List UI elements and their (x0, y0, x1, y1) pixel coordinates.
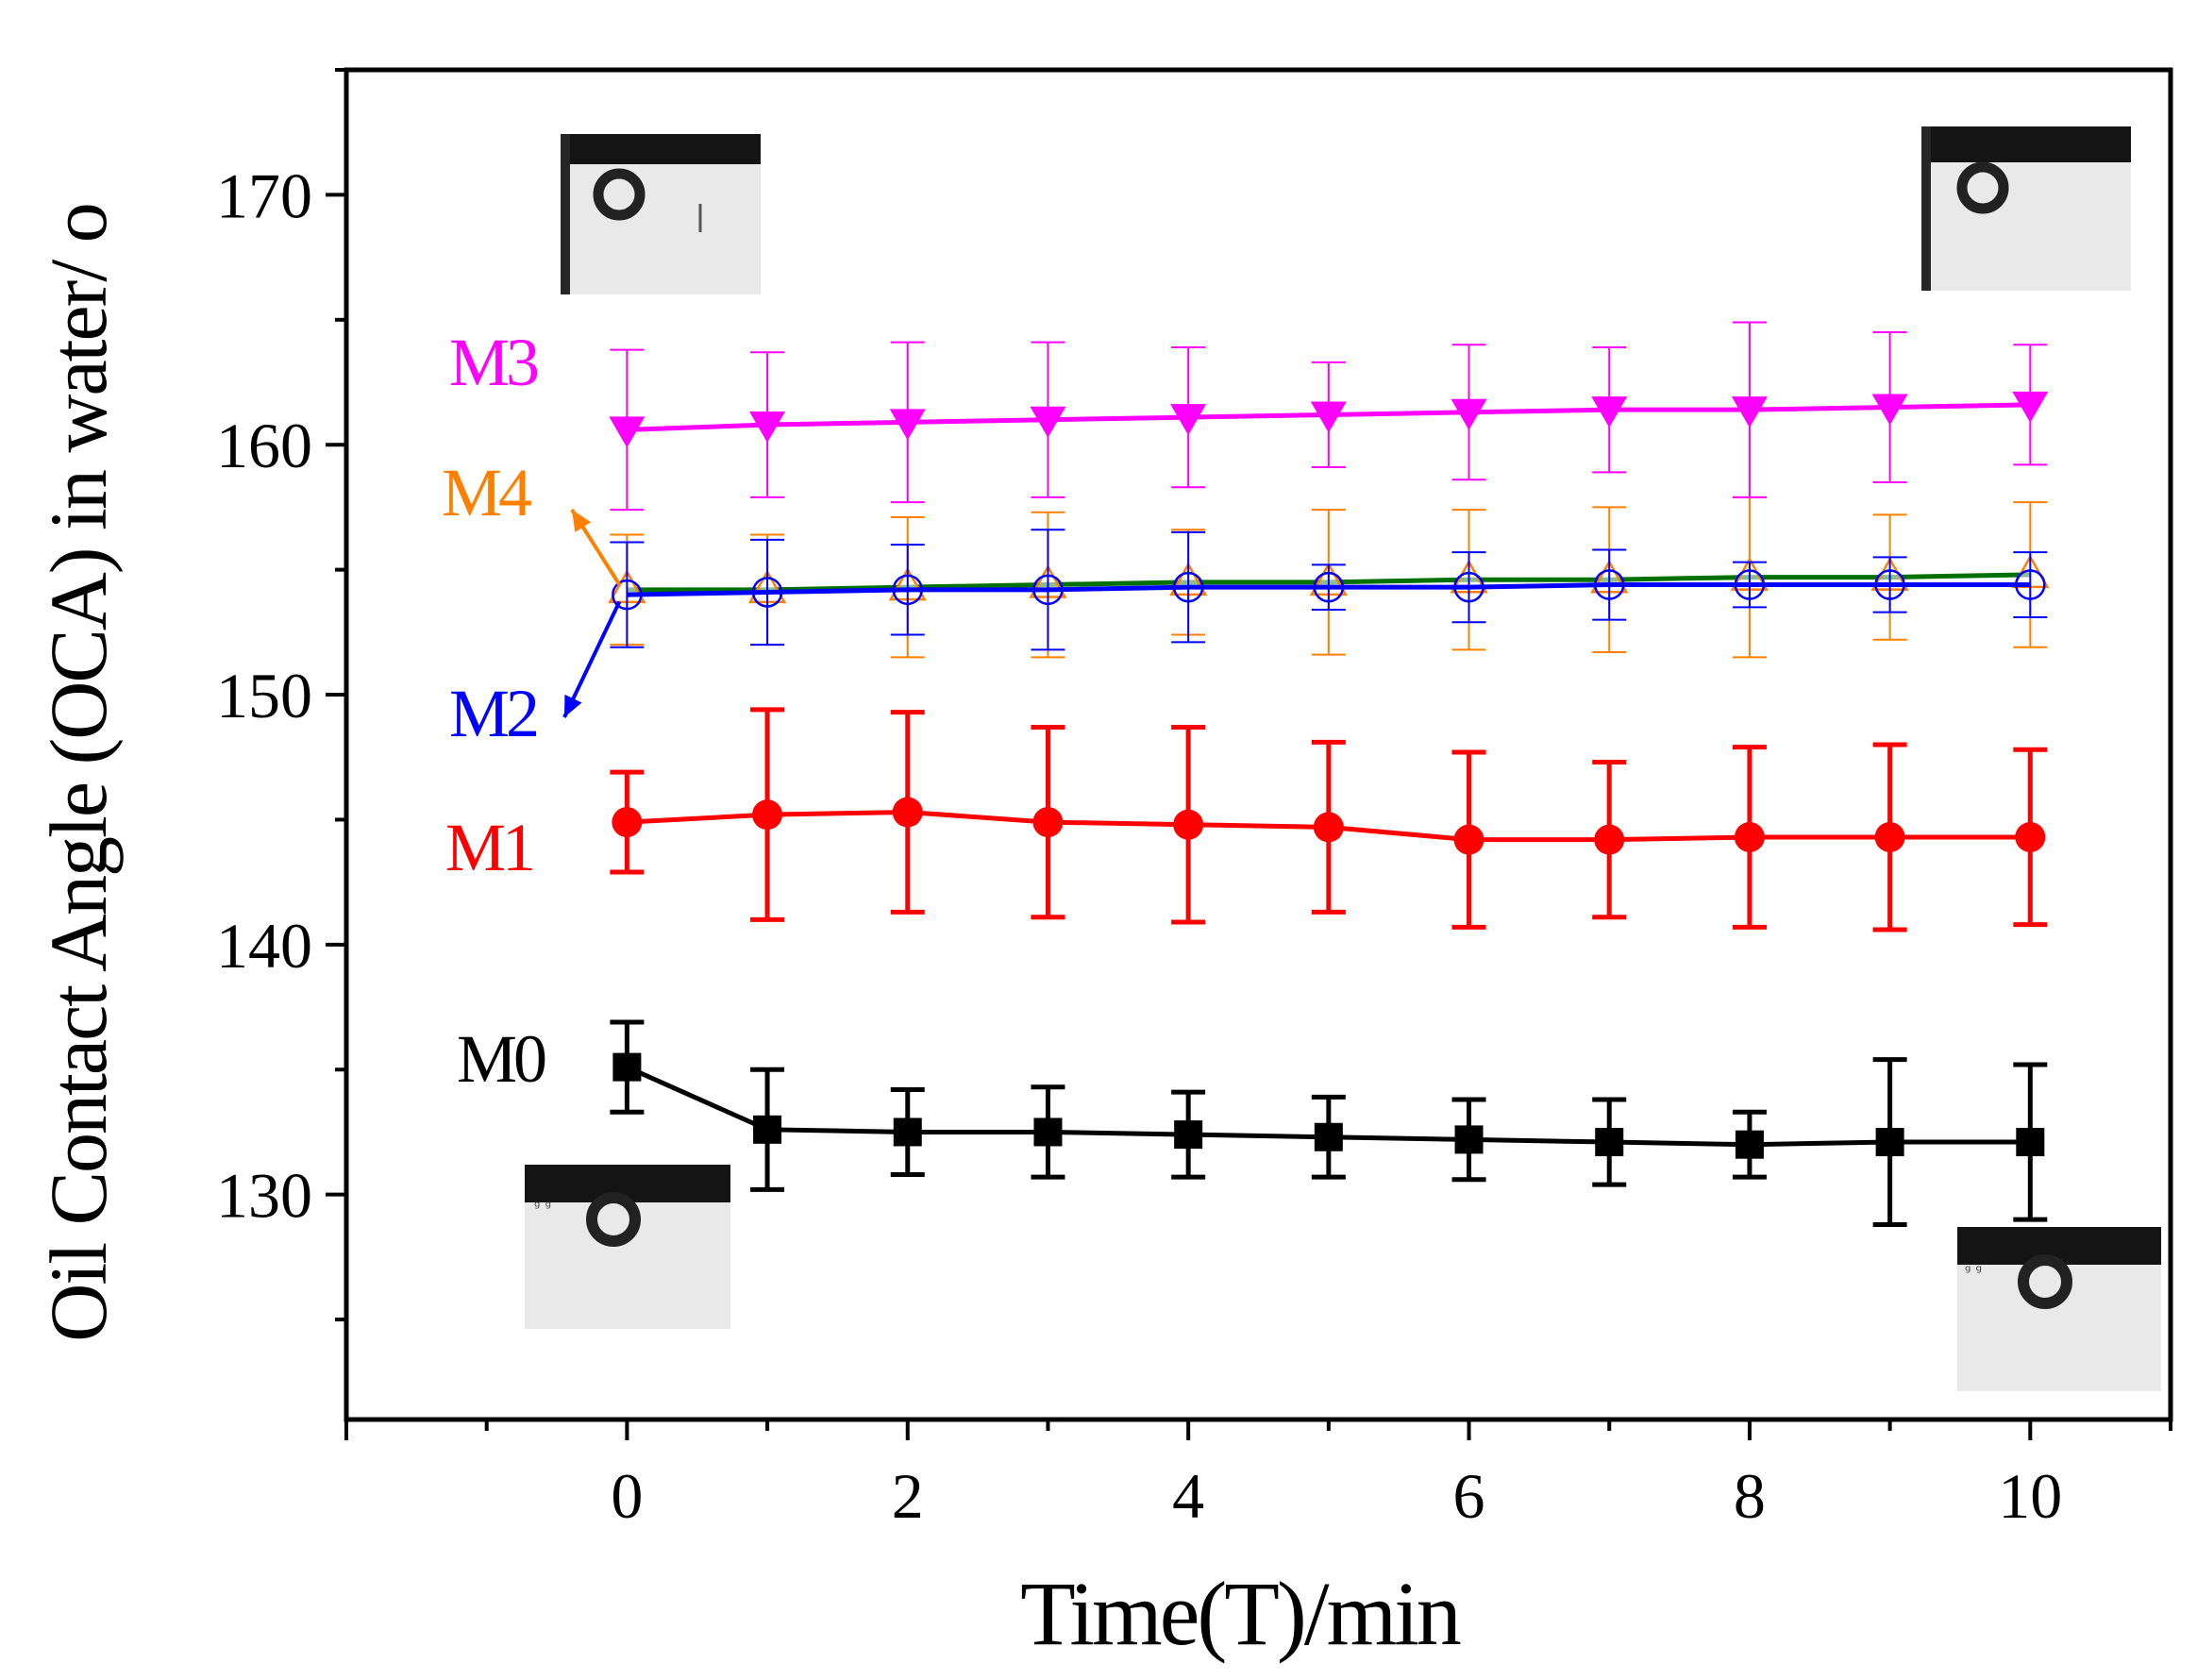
plot-frame (344, 67, 2173, 1422)
data-point (1451, 398, 1487, 430)
data-point (2012, 391, 2049, 423)
x-tick-label: 2 (892, 1460, 924, 1532)
axes: 0 2 4 6 8 10 130 140 150 160 170 Time(T)/min Oil Con… (33, 67, 2173, 1664)
arrow-head (564, 694, 582, 717)
arrow-head (572, 510, 592, 532)
x-tick-label: 4 (1172, 1460, 1204, 1532)
data-point (1734, 569, 1766, 600)
data-point (1313, 812, 1344, 843)
arrow-m2 (562, 600, 622, 718)
data-point (609, 416, 646, 448)
data-point (893, 1117, 922, 1147)
data-point (2015, 569, 2046, 600)
series-label-m2: M2 (449, 676, 537, 751)
data-point (1595, 1128, 1624, 1157)
droplet-photo-top-right (1921, 126, 2131, 291)
data-point (612, 1052, 642, 1082)
x-tick-label: 10 (1998, 1460, 2062, 1532)
data-point (1454, 1125, 1484, 1154)
data-point (2016, 1128, 2045, 1157)
data-point (1735, 1130, 1764, 1159)
data-point (1594, 824, 1625, 855)
y-tick-label: 150 (216, 660, 312, 731)
droplet-photo-bottom-left: ᵍ ᵍ (525, 1165, 730, 1329)
series-labels: M3 M4 M2 M1 M0 (442, 325, 622, 1097)
data-point (1871, 394, 1908, 426)
svg-text:ᵍ ᵍ: ᵍ ᵍ (1965, 1262, 1982, 1280)
y-tick-label: 140 (216, 910, 312, 982)
series-label-m1: M1 (445, 810, 532, 885)
data-point (1874, 821, 1905, 852)
series-label-m0: M0 (457, 1021, 545, 1097)
data-point (1875, 1128, 1904, 1157)
data-point (1172, 571, 1204, 603)
data-point (1591, 396, 1628, 428)
series-label-m4: M4 (442, 455, 531, 530)
y-axis-title: Oil Contact Angle (OCA) in water/ o (33, 204, 124, 1341)
data-point (1313, 571, 1345, 603)
data-point (1033, 1117, 1063, 1147)
svg-text:ᵍ ᵍ: ᵍ ᵍ (534, 1198, 551, 1216)
y-tick-label: 160 (216, 410, 312, 481)
data-point (752, 799, 783, 831)
y-tick-label: 130 (216, 1160, 312, 1232)
data-point (1734, 821, 1765, 852)
series-m3 (609, 321, 2049, 512)
droplet-photo-top-left (561, 134, 761, 294)
data-point (1314, 1122, 1343, 1151)
series-m2 (610, 529, 2048, 651)
y-tick-label: 170 (216, 160, 312, 231)
droplet-photo-bottom-right: ᵍ ᵍ (1957, 1227, 2161, 1391)
data-point (612, 807, 643, 838)
data-point (1173, 809, 1204, 840)
plot-area (608, 321, 2050, 1227)
data-point (892, 797, 923, 828)
series-label-m3: M3 (449, 325, 538, 400)
series-line (627, 582, 2031, 597)
x-axis-title: Time(T)/min (1020, 1563, 1461, 1664)
data-point (1310, 401, 1347, 433)
series-m0 (610, 1019, 2048, 1227)
data-point (1030, 406, 1066, 438)
data-point (1874, 569, 1905, 600)
data-point (749, 412, 786, 444)
data-point (889, 409, 926, 441)
data-point (1453, 571, 1484, 603)
data-point (1032, 807, 1064, 838)
data-point (1170, 404, 1207, 436)
x-tick-label: 0 (611, 1460, 643, 1532)
data-point (2015, 821, 2046, 852)
x-tick-label: 6 (1453, 1460, 1485, 1532)
data-point (751, 577, 783, 608)
data-point (1453, 824, 1484, 855)
data-point (612, 579, 643, 611)
x-tick-label: 8 (1734, 1460, 1766, 1532)
data-point (1032, 574, 1064, 606)
data-point (753, 1115, 782, 1144)
data-point (1731, 396, 1768, 428)
data-point (1174, 1120, 1203, 1150)
series-m1 (610, 707, 2048, 932)
data-point (892, 574, 924, 606)
data-point (1593, 569, 1625, 600)
arrow-shaft (562, 600, 622, 718)
arrow-m4 (570, 508, 622, 586)
